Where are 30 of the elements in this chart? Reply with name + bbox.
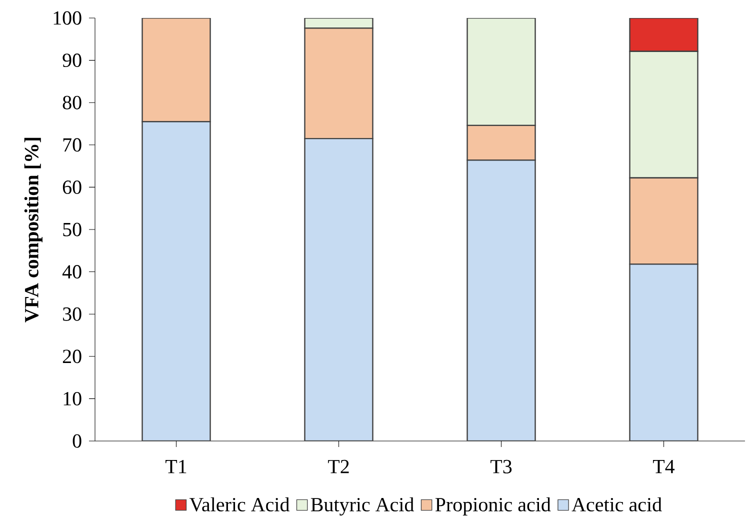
legend-label: Acetic acid (572, 498, 662, 512)
x-tick-label: T2 (328, 460, 349, 474)
x-tick-label: T3 (490, 460, 512, 474)
y-tick-label: 10 (64, 392, 82, 406)
bar (466, 125, 536, 161)
y-tick-label: 0 (72, 434, 82, 448)
bar (629, 178, 698, 265)
bar (142, 18, 211, 122)
bar (466, 18, 536, 126)
y-tick-label: 50 (63, 222, 82, 236)
y-tick-label: 80 (62, 96, 82, 110)
y-tick-label: 40 (62, 265, 82, 279)
y-tick-label: 70 (63, 138, 82, 152)
y-tick-label: 100 (54, 11, 82, 25)
bar (629, 51, 698, 179)
x-tick-label: T1 (166, 460, 186, 474)
y-tick-label: 20 (62, 350, 82, 364)
legend-label: Propionic acid (435, 498, 551, 516)
bar (466, 160, 536, 442)
y-tick-label: 30 (63, 308, 82, 322)
bar (304, 138, 374, 442)
y-tick-label: 60 (62, 180, 82, 194)
bar (629, 264, 698, 442)
bar (142, 121, 211, 442)
legend-label: Butyric Acid (310, 498, 414, 516)
bar (304, 28, 374, 140)
y-tick-label: 90 (62, 54, 82, 68)
legend-label: Valeric Acid (189, 498, 290, 512)
x-tick-label: T4 (653, 460, 675, 474)
y-axis-title: VFA composition [%] (24, 138, 42, 323)
